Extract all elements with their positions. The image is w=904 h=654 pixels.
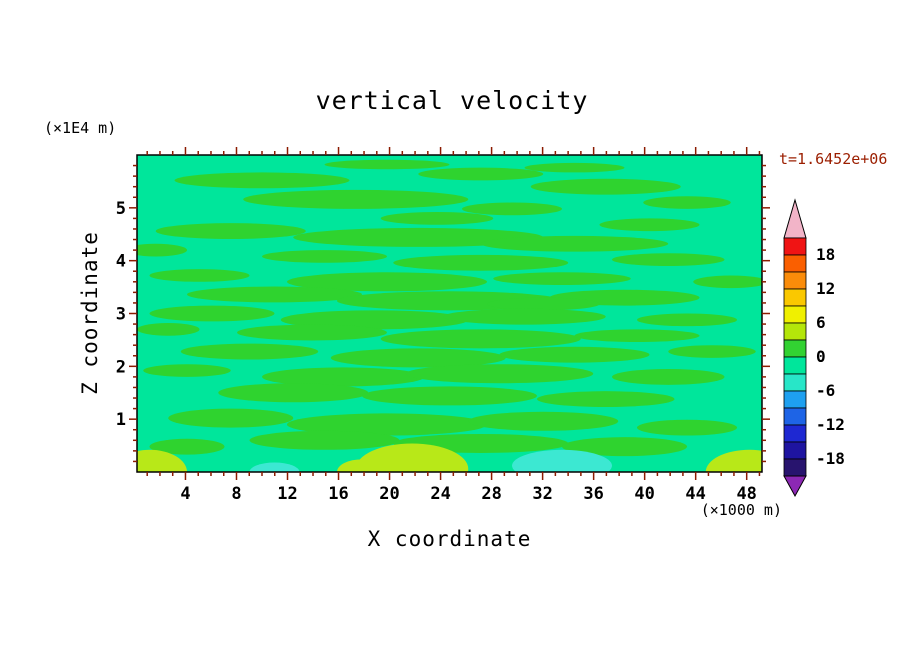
svg-text:32: 32 (532, 484, 552, 504)
svg-text:4: 4 (116, 252, 126, 272)
svg-text:48: 48 (736, 484, 756, 504)
svg-text:16: 16 (328, 484, 348, 504)
colorbar: 18 12 6 0 -6 -12 -18 (783, 198, 845, 498)
svg-text:8: 8 (231, 484, 241, 504)
svg-text:3: 3 (116, 305, 126, 325)
svg-text:18: 18 (816, 245, 835, 264)
svg-text:36: 36 (583, 484, 603, 504)
svg-text:5: 5 (116, 199, 126, 219)
svg-text:20: 20 (379, 484, 399, 504)
svg-text:1: 1 (116, 410, 126, 430)
svg-text:44: 44 (685, 484, 705, 504)
svg-text:-12: -12 (816, 415, 845, 434)
x-axis-unit-label: (×1000 m) (700, 501, 782, 519)
velocity-field (137, 155, 762, 472)
time-annotation: t=1.6452e+06 (779, 150, 888, 168)
svg-text:12: 12 (816, 279, 835, 298)
svg-text:28: 28 (481, 484, 501, 504)
svg-text:12: 12 (277, 484, 297, 504)
z-axis-unit-label: (×1E4 m) (44, 119, 117, 137)
svg-text:-6: -6 (816, 381, 835, 400)
svg-text:0: 0 (816, 347, 826, 366)
x-axis-title: X coordinate (367, 527, 532, 551)
svg-text:4: 4 (180, 484, 190, 504)
svg-text:40: 40 (634, 484, 654, 504)
svg-text:6: 6 (816, 313, 826, 332)
svg-text:-18: -18 (816, 449, 845, 468)
svg-text:24: 24 (430, 484, 450, 504)
svg-text:2: 2 (116, 357, 126, 377)
chart-title: vertical velocity (315, 86, 589, 115)
colorbar-scale: 18 12 6 0 -6 -12 -18 (783, 198, 845, 498)
axis-tick-marks (129, 147, 770, 480)
